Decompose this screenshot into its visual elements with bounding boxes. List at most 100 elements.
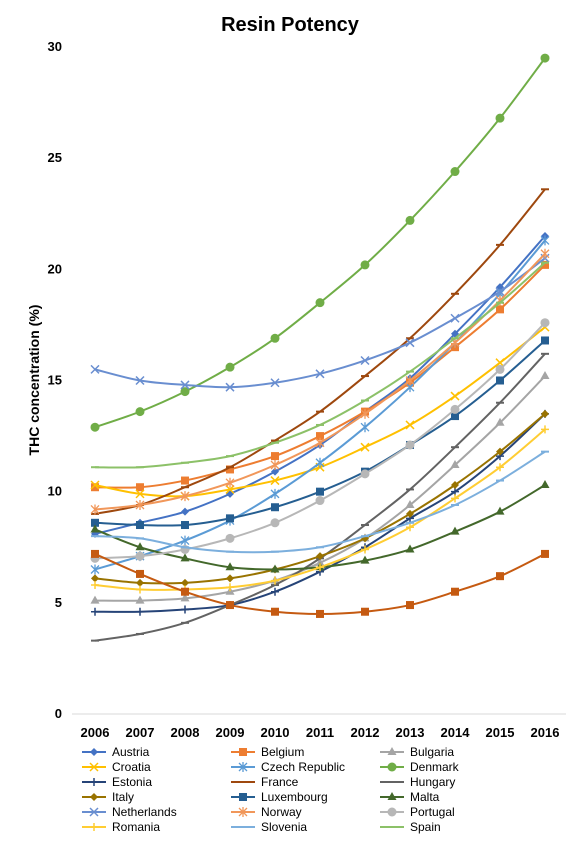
x-tick-label: 2014 bbox=[441, 725, 471, 740]
data-point bbox=[450, 526, 460, 535]
data-point bbox=[90, 422, 100, 432]
legend-label: France bbox=[261, 775, 299, 789]
legend-marker bbox=[238, 762, 248, 772]
data-point bbox=[495, 417, 505, 426]
data-point bbox=[225, 484, 235, 494]
data-point bbox=[136, 521, 144, 530]
y-tick-label: 20 bbox=[48, 261, 62, 276]
data-point bbox=[405, 544, 415, 553]
data-point bbox=[270, 459, 280, 470]
data-point bbox=[316, 563, 324, 572]
legend-label: Bulgaria bbox=[410, 745, 454, 759]
legend-item: Luxembourg bbox=[231, 790, 328, 804]
x-tick-label: 2011 bbox=[306, 725, 334, 740]
series-romania bbox=[91, 425, 549, 594]
data-point bbox=[91, 581, 99, 590]
legend-item: Portugal bbox=[380, 805, 455, 819]
data-point bbox=[541, 409, 549, 418]
data-point bbox=[270, 564, 280, 573]
legend-label: Czech Republic bbox=[261, 760, 345, 774]
data-point bbox=[405, 375, 415, 386]
legend-label: Netherlands bbox=[112, 805, 177, 819]
data-point bbox=[315, 457, 325, 468]
series-line bbox=[94, 57, 546, 429]
data-point bbox=[450, 391, 460, 401]
data-point bbox=[451, 480, 459, 489]
legend-item: Bulgaria bbox=[380, 745, 454, 759]
data-point bbox=[271, 467, 279, 476]
data-point bbox=[405, 215, 415, 225]
data-point bbox=[180, 380, 190, 390]
data-point bbox=[450, 459, 460, 468]
y-tick-label: 25 bbox=[48, 150, 62, 165]
legend-label: Portugal bbox=[410, 805, 455, 819]
data-point bbox=[316, 432, 324, 441]
data-point bbox=[316, 487, 324, 496]
legend-item: Denmark bbox=[380, 760, 460, 774]
data-point bbox=[496, 305, 504, 314]
data-point bbox=[271, 452, 279, 461]
data-point bbox=[226, 489, 234, 498]
x-tick-label: 2016 bbox=[531, 725, 560, 740]
data-point bbox=[315, 557, 325, 566]
legend-label: Belgium bbox=[261, 745, 304, 759]
data-point bbox=[271, 576, 279, 585]
data-point bbox=[541, 260, 549, 269]
data-point bbox=[270, 518, 280, 528]
data-point bbox=[361, 545, 369, 554]
series-spain bbox=[91, 261, 549, 469]
data-point bbox=[225, 362, 235, 372]
legend-item: Belgium bbox=[231, 745, 304, 759]
data-point bbox=[496, 447, 504, 456]
data-point bbox=[91, 574, 99, 583]
legend-label: Estonia bbox=[112, 775, 152, 789]
x-tick-label: 2007 bbox=[126, 725, 155, 740]
legend-label: Italy bbox=[112, 790, 134, 804]
data-point bbox=[136, 607, 144, 616]
data-point bbox=[450, 313, 460, 323]
data-point bbox=[405, 420, 415, 430]
data-point bbox=[540, 53, 550, 63]
series-belgium bbox=[91, 260, 549, 492]
x-tick-label: 2008 bbox=[171, 725, 200, 740]
series-line bbox=[94, 253, 546, 511]
x-tick-label: 2012 bbox=[351, 725, 380, 740]
data-point bbox=[181, 587, 189, 596]
data-point bbox=[135, 500, 145, 511]
data-point bbox=[180, 387, 190, 397]
data-point bbox=[270, 488, 280, 499]
data-point bbox=[181, 507, 189, 516]
data-point bbox=[360, 469, 370, 479]
data-point bbox=[181, 521, 189, 530]
legend-label: Austria bbox=[112, 745, 150, 759]
legend-item: France bbox=[231, 775, 299, 789]
data-point bbox=[451, 494, 459, 503]
data-point bbox=[270, 476, 280, 486]
data-point bbox=[91, 549, 99, 558]
y-tick-label: 10 bbox=[48, 484, 62, 499]
legend-marker bbox=[89, 807, 99, 817]
data-point bbox=[226, 583, 234, 592]
data-point bbox=[541, 425, 549, 434]
data-point bbox=[270, 378, 280, 388]
legend: Austria Belgium Bulgaria Croatia Czech Repub… bbox=[82, 745, 460, 834]
data-point bbox=[90, 564, 100, 575]
data-point bbox=[451, 587, 459, 596]
data-point bbox=[136, 585, 144, 594]
data-point bbox=[405, 440, 415, 450]
legend-item: Austria bbox=[82, 745, 150, 759]
legend-label: Slovenia bbox=[261, 820, 307, 834]
data-point bbox=[181, 578, 189, 587]
legend-label: Croatia bbox=[112, 760, 151, 774]
data-point bbox=[451, 412, 459, 421]
data-point bbox=[360, 442, 370, 452]
series-italy bbox=[91, 409, 549, 587]
legend-marker bbox=[387, 792, 397, 800]
legend-marker bbox=[387, 762, 397, 772]
data-point bbox=[90, 480, 100, 490]
series-unlabeled bbox=[91, 549, 549, 618]
legend-marker bbox=[387, 747, 397, 755]
data-point bbox=[271, 607, 279, 616]
legend-label: Denmark bbox=[410, 760, 460, 774]
